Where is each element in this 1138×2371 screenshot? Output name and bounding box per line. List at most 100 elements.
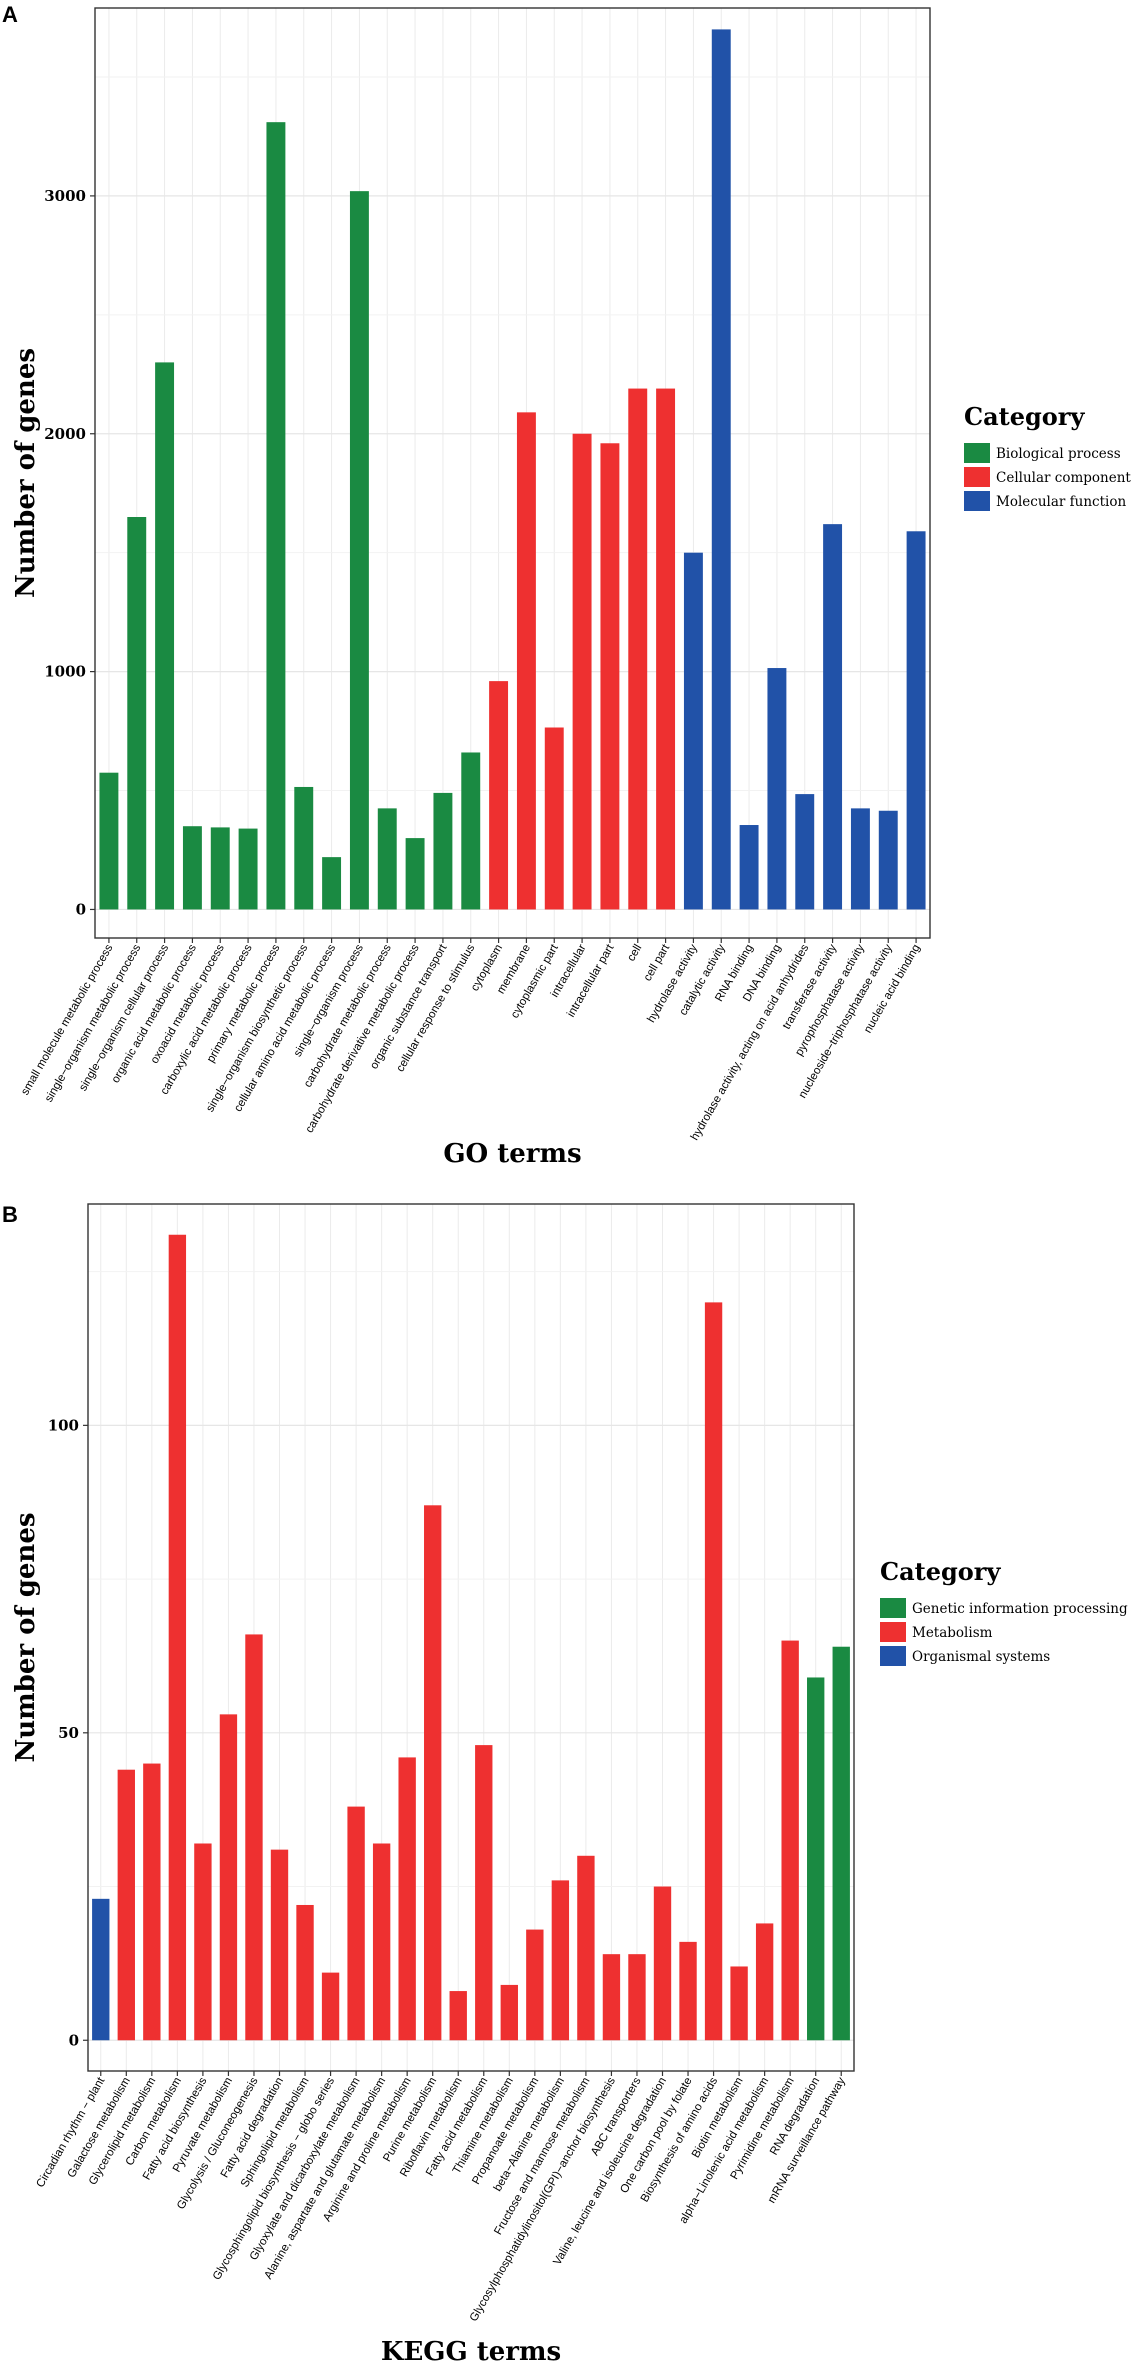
panel-a-bar (600, 443, 620, 910)
panel-b-bar (296, 1904, 314, 2041)
panel-a-y-tick-label: 3000 (44, 187, 86, 205)
panel-a-legend-label: Molecular function (996, 494, 1126, 510)
panel-a-bar (489, 681, 509, 910)
panel-b-bar (551, 1880, 570, 2041)
panel-a-legend-swatch (964, 467, 990, 487)
panel-a-x-axis-title: GO terms (443, 1139, 581, 1169)
panel-b-bar (219, 1714, 238, 2041)
panel-a-y-tick-label: 1000 (44, 663, 86, 681)
panel-b-bars (92, 1234, 850, 2041)
panel-b-x-tick-label: Alanine, aspartate and glutamate metabol… (262, 2076, 388, 2282)
panel-b-bar (117, 1769, 135, 2041)
panel-b-bar (168, 1234, 187, 2041)
panel-a-y-axis-title: Number of genes (11, 348, 41, 598)
panel-b-bar (704, 1302, 723, 2041)
panel-b-bar (781, 1640, 799, 2041)
panel-a-bar (210, 827, 230, 910)
panel-a-bar (683, 552, 703, 910)
panel-a-bar (711, 29, 731, 910)
panel-b-bar (270, 1849, 289, 2041)
panel-a-bar (739, 825, 759, 910)
panel-a-bar (433, 792, 453, 910)
panel-a-bar (795, 794, 815, 910)
panel-a-bar (127, 517, 147, 910)
panel-b-bar (730, 1966, 748, 2041)
panel-b-bar (807, 1677, 825, 2041)
panel-a-bar (878, 810, 898, 910)
panel-a-bar (294, 786, 314, 910)
panel-b-bar (194, 1843, 212, 2041)
panel-b-legend-swatch (880, 1646, 906, 1666)
panel-a-bar (266, 122, 286, 910)
panel-a-bar (405, 838, 425, 910)
panel-b-bar (475, 1745, 493, 2041)
panel-b-bar (577, 1855, 595, 2041)
panel-a-bar (823, 524, 843, 910)
panel-b-bar (526, 1929, 544, 2041)
panel-a-bar (516, 412, 536, 910)
panel-b-legend-title: Category (880, 1557, 1001, 1586)
panel-a-x-tick-label: cell part (642, 942, 673, 984)
panel-a-bar (238, 828, 258, 910)
panel-b-legend-swatch (880, 1598, 906, 1618)
panel-b-bar (679, 1941, 697, 2041)
panel-b-bar (245, 1634, 263, 2041)
panel-a-bar (850, 808, 870, 910)
panel-a-bar (544, 727, 564, 910)
panel-b-bar (398, 1757, 416, 2041)
panel-b-bar (832, 1646, 850, 2041)
panel-b-bar (602, 1954, 621, 2041)
panel-a-bar (656, 388, 676, 910)
panel-a-bar (182, 826, 202, 910)
panel-b-label: B (2, 1202, 18, 1227)
panel-b-bar (372, 1843, 391, 2041)
panel-a-y-tick-label: 2000 (44, 425, 86, 443)
panel-a-legend: Category Biological process Cellular compo… (964, 402, 1131, 511)
panel-a-bar (322, 857, 342, 910)
panel-a-bars (99, 29, 926, 910)
panel-a-bar (155, 362, 175, 910)
panel-a-legend-label: Biological process (996, 446, 1121, 462)
panel-b-bar (653, 1886, 672, 2041)
panel-a-bar (572, 433, 592, 910)
panel-b-y-axis-title: Number of genes (11, 1512, 41, 1762)
panel-a-legend-title: Category (964, 402, 1085, 431)
panel-a-bar (628, 388, 648, 910)
panel-a-plot-border (94, 7, 931, 939)
panel-a-bar (377, 808, 397, 910)
panel-a-bar (349, 191, 369, 910)
panel-b-bar (628, 1954, 646, 2041)
panel-a-x-tick-label: cell (625, 943, 644, 964)
panel-a-label: A (2, 2, 18, 27)
panel-a-bar (99, 772, 119, 910)
panel-a-bar (461, 752, 481, 910)
panel-a-bar (906, 531, 926, 910)
panel-b-legend: Category Genetic information processing Me… (880, 1557, 1128, 1666)
panel-b-y-tick-label: 100 (48, 1416, 79, 1434)
panel-b-legend-label: Metabolism (912, 1625, 993, 1641)
panel-a-legend-swatch (964, 443, 990, 463)
panel-b-bar (347, 1806, 365, 2041)
panel-b-legend-label: Genetic information processing (912, 1601, 1128, 1617)
panel-b-legend-swatch (880, 1622, 906, 1642)
panel-a-legend-label: Cellular component (996, 470, 1131, 486)
panel-b-plot-border (87, 1203, 855, 2072)
panel-a-y-tick-label: 0 (76, 900, 86, 918)
panel-b-bar (321, 1972, 340, 2041)
panel-b-bar (424, 1505, 442, 2041)
panel-b-y-tick-label: 0 (69, 2031, 79, 2049)
panel-a-bar (767, 668, 787, 910)
panel-b-y-tick-label: 50 (58, 1724, 79, 1742)
panel-b-bar (449, 1991, 467, 2041)
panel-b-plot-area (88, 1204, 854, 2071)
panel-b-bar (500, 1984, 518, 2041)
panel-a-legend-swatch (964, 491, 990, 511)
panel-b-x-axis-title: KEGG terms (381, 2337, 561, 2367)
panel-a-plot-area (95, 8, 930, 938)
panel-b-bar (143, 1763, 161, 2041)
panel-b-bar (755, 1923, 774, 2041)
panel-b-legend-label: Organismal systems (912, 1649, 1050, 1665)
